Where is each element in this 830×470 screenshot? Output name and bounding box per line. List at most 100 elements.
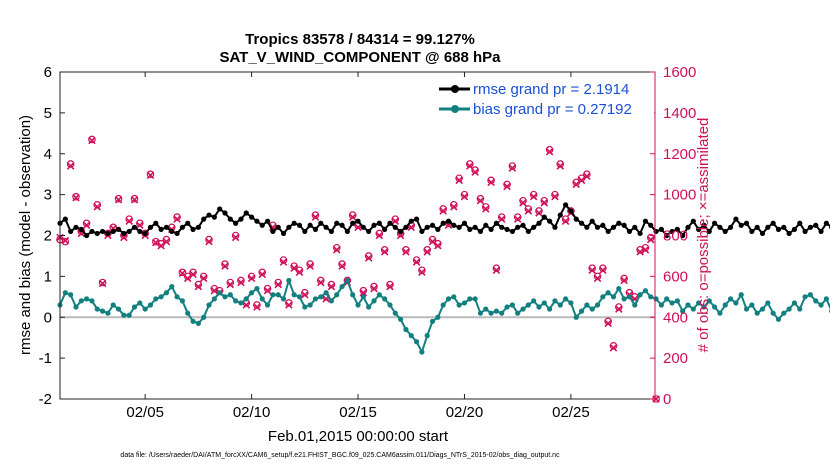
- rmse-data-point: [158, 226, 164, 232]
- bias-data-point: [557, 302, 563, 308]
- obs-assimilated-marker: [157, 241, 165, 250]
- bias-data-point: [515, 310, 521, 316]
- rmse-data-point: [398, 228, 404, 235]
- obs-assimilated-marker: [588, 266, 596, 275]
- rmse-data-point: [94, 230, 100, 237]
- rmse-data-point: [99, 228, 106, 235]
- rmse-data-point: [307, 222, 313, 228]
- obs-assimilated-marker: [231, 233, 240, 242]
- obs-possible-marker: [205, 235, 213, 244]
- rmse-data-point: [589, 218, 595, 224]
- obs-possible-marker: [391, 215, 400, 223]
- obs-assimilated-marker: [306, 262, 314, 270]
- rmse-data-point: [105, 230, 111, 237]
- obs-possible-marker: [450, 201, 458, 209]
- obs-assimilated-marker: [599, 266, 607, 275]
- rmse-data-point: [286, 224, 292, 230]
- rmse-data-point: [254, 218, 260, 224]
- obs-assimilated-marker: [529, 192, 538, 201]
- bias-data-point: [520, 306, 526, 312]
- bias-data-point: [126, 312, 132, 318]
- obs-possible-marker: [540, 196, 549, 205]
- obs-possible-marker: [306, 260, 314, 268]
- bias-data-point: [600, 294, 606, 300]
- obs-possible-marker: [434, 239, 442, 248]
- rmse-data-point: [818, 228, 824, 235]
- obs-assimilated-marker: [412, 258, 421, 266]
- obs-possible-marker: [82, 219, 91, 228]
- rmse-data-point: [461, 220, 468, 226]
- obs-possible-marker: [588, 264, 597, 273]
- bias-data-point: [323, 290, 329, 296]
- obs-assimilated-marker: [556, 162, 565, 170]
- obs-assimilated-marker: [125, 217, 133, 225]
- obs-assimilated-marker: [354, 223, 362, 232]
- bias-data-point: [248, 290, 255, 296]
- rmse-data-point: [227, 216, 233, 222]
- bias-data-point: [318, 294, 324, 300]
- rmse-data-point: [807, 224, 814, 230]
- obs-possible-marker: [519, 196, 527, 205]
- bias-data-point: [62, 290, 68, 296]
- obs-possible-marker: [253, 301, 261, 309]
- bias-data-point: [823, 296, 829, 302]
- rmse-data-point: [131, 224, 138, 230]
- rmse-data-point: [759, 230, 766, 237]
- rmse-data-point: [664, 232, 670, 239]
- obs-assimilated-marker: [189, 270, 197, 279]
- rmse-data-point: [483, 222, 489, 228]
- obs-assimilated-marker: [237, 278, 245, 287]
- rmse-data-point: [653, 228, 659, 235]
- rmse-data-point: [552, 224, 558, 230]
- rmse-data-point: [323, 224, 329, 230]
- plot-background: [60, 72, 655, 399]
- bias-data-point: [296, 294, 303, 300]
- rmse-data-point: [179, 224, 186, 230]
- rmse-data-point: [195, 224, 201, 230]
- rmse-data-point: [110, 228, 116, 235]
- rmse-data-point: [147, 224, 154, 230]
- obs-possible-marker: [88, 135, 96, 144]
- legend-bias-label: bias grand pr = 0.27192: [473, 101, 632, 118]
- bias-data-point: [626, 294, 633, 300]
- obs-possible-marker: [418, 266, 426, 275]
- bias-data-point: [616, 286, 622, 292]
- bias-data-point: [387, 302, 393, 308]
- rmse-data-point: [206, 212, 212, 218]
- rmse-data-point: [472, 224, 478, 230]
- obs-assimilated-marker: [98, 279, 107, 288]
- obs-possible-marker: [593, 272, 602, 281]
- rmse-data-point: [547, 218, 553, 224]
- rmse-data-point: [557, 212, 563, 218]
- bias-data-point: [227, 292, 233, 298]
- bias-data-point: [371, 298, 377, 304]
- obs-possible-marker: [162, 235, 171, 244]
- rmse-data-point: [312, 226, 319, 232]
- bias-data-point: [366, 304, 372, 310]
- obs-assimilated-marker: [407, 223, 416, 232]
- obs-possible-marker: [136, 219, 144, 228]
- y-tick-label-left: 6: [44, 64, 52, 81]
- obs-possible-marker: [641, 243, 650, 252]
- bias-data-point: [408, 333, 414, 339]
- bias-data-point: [264, 302, 271, 308]
- bias-data-point: [419, 349, 425, 355]
- obs-possible-marker: [615, 303, 623, 311]
- obs-assimilated-marker: [279, 258, 288, 266]
- rmse-data-point: [259, 222, 265, 228]
- bias-data-point: [350, 292, 356, 298]
- rmse-data-point: [488, 226, 494, 232]
- rmse-data-point: [765, 224, 771, 230]
- obs-possible-marker: [551, 190, 559, 199]
- obs-possible-marker: [423, 246, 432, 254]
- obs-assimilated-marker: [386, 282, 394, 291]
- bias-data-point: [605, 290, 611, 296]
- bias-data-point: [669, 300, 675, 306]
- obs-assimilated-marker: [380, 248, 389, 256]
- obs-possible-marker: [348, 211, 357, 219]
- obs-possible-marker: [316, 276, 325, 285]
- obs-assimilated-marker: [641, 246, 650, 254]
- obs-assimilated-marker: [503, 182, 511, 191]
- bias-data-point: [738, 292, 744, 298]
